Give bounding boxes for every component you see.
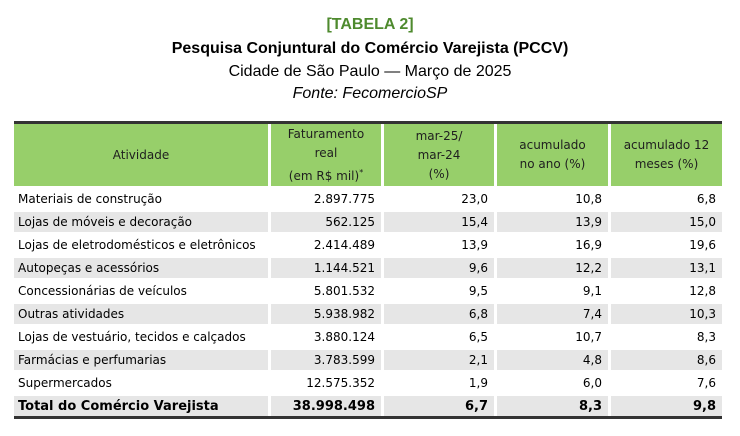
cell-acumulado-ano: 10,7 (494, 327, 608, 350)
retail-table: Atividade Faturamento real (em R$ mil)* … (14, 121, 722, 419)
cell-faturamento: 1.144.521 (268, 258, 381, 281)
cell-acumulado-12: 12,8 (608, 281, 722, 304)
cell-atividade: Lojas de móveis e decoração (14, 212, 268, 235)
col-header-faturamento: Faturamento real (em R$ mil)* (268, 124, 381, 189)
page-title: Pesquisa Conjuntural do Comércio Varejis… (171, 40, 569, 57)
header-row: Atividade Faturamento real (em R$ mil)* … (14, 124, 722, 189)
table-row: Supermercados 12.575.352 1,9 6,0 7,6 (14, 373, 722, 396)
cell-acumulado-ano: 12,2 (494, 258, 608, 281)
cell-faturamento: 3.783.599 (268, 350, 381, 373)
cell-acumulado-ano: 6,0 (494, 373, 608, 396)
cell-acumulado-ano: 10,8 (494, 189, 608, 212)
cell-variacao: 1,9 (381, 373, 494, 396)
cell-acumulado-ano: 7,4 (494, 304, 608, 327)
col-header-atividade: Atividade (14, 124, 268, 189)
cell-variacao: 9,5 (381, 281, 494, 304)
cell-faturamento: 5.938.982 (268, 304, 381, 327)
cell-faturamento: 2.897.775 (268, 189, 381, 212)
cell-variacao: 2,1 (381, 350, 494, 373)
cell-variacao: 6,5 (381, 327, 494, 350)
cell-atividade: Farmácias e perfumarias (14, 350, 268, 373)
cell-acumulado-ano: 8,3 (494, 396, 608, 416)
table-row: Lojas de vestuário, tecidos e calçados 3… (14, 327, 722, 350)
cell-acumulado-12: 7,6 (608, 373, 722, 396)
cell-acumulado-12: 8,3 (608, 327, 722, 350)
cell-atividade: Concessionárias de veículos (14, 281, 268, 304)
cell-atividade: Lojas de eletrodomésticos e eletrônicos (14, 235, 268, 258)
cell-faturamento: 5.801.532 (268, 281, 381, 304)
cell-atividade: Autopeças e acessórios (14, 258, 268, 281)
cell-acumulado-12: 9,8 (608, 396, 722, 416)
table-row: Concessionárias de veículos 5.801.532 9,… (14, 281, 722, 304)
cell-variacao: 6,8 (381, 304, 494, 327)
table-row: Materiais de construção 2.897.775 23,0 1… (14, 189, 722, 212)
cell-variacao: 6,7 (381, 396, 494, 416)
table-row: Lojas de móveis e decoração 562.125 15,4… (14, 212, 722, 235)
cell-acumulado-ano: 13,9 (494, 212, 608, 235)
cell-atividade: Supermercados (14, 373, 268, 396)
col-header-acumulado-ano: acumulado no ano (%) (494, 124, 608, 189)
cell-variacao: 9,6 (381, 258, 494, 281)
cell-acumulado-ano: 9,1 (494, 281, 608, 304)
cell-atividade: Materiais de construção (14, 189, 268, 212)
cell-acumulado-12: 6,8 (608, 189, 722, 212)
cell-faturamento: 3.880.124 (268, 327, 381, 350)
source-note: Fonte: FecomercioSP (292, 85, 448, 102)
table-row: Outras atividades 5.938.982 6,8 7,4 10,3 (14, 304, 722, 327)
cell-acumulado-12: 13,1 (608, 258, 722, 281)
cell-atividade: Total do Comércio Varejista (14, 396, 268, 416)
cell-atividade: Outras atividades (14, 304, 268, 327)
cell-acumulado-ano: 4,8 (494, 350, 608, 373)
cell-faturamento: 562.125 (268, 212, 381, 235)
cell-atividade: Lojas de vestuário, tecidos e calçados (14, 327, 268, 350)
table-row: Farmácias e perfumarias 3.783.599 2,1 4,… (14, 350, 722, 373)
table-row: Lojas de eletrodomésticos e eletrônicos … (14, 235, 722, 258)
total-row: Total do Comércio Varejista 38.998.498 6… (14, 396, 722, 416)
cell-variacao: 15,4 (381, 212, 494, 235)
page-subtitle: Cidade de São Paulo — Março de 2025 (228, 63, 512, 80)
cell-variacao: 13,9 (381, 235, 494, 258)
cell-variacao: 23,0 (381, 189, 494, 212)
table-tag: [TABELA 2] (326, 16, 414, 33)
cell-acumulado-ano: 16,9 (494, 235, 608, 258)
col-header-acumulado-12: acumulado 12 meses (%) (608, 124, 722, 189)
table-row: Autopeças e acessórios 1.144.521 9,6 12,… (14, 258, 722, 281)
cell-faturamento: 38.998.498 (268, 396, 381, 416)
cell-acumulado-12: 19,6 (608, 235, 722, 258)
col-header-variacao: mar-25/ mar-24 (%) (381, 124, 494, 189)
cell-acumulado-12: 8,6 (608, 350, 722, 373)
cell-faturamento: 12.575.352 (268, 373, 381, 396)
cell-faturamento: 2.414.489 (268, 235, 381, 258)
cell-acumulado-12: 15,0 (608, 212, 722, 235)
cell-acumulado-12: 10,3 (608, 304, 722, 327)
